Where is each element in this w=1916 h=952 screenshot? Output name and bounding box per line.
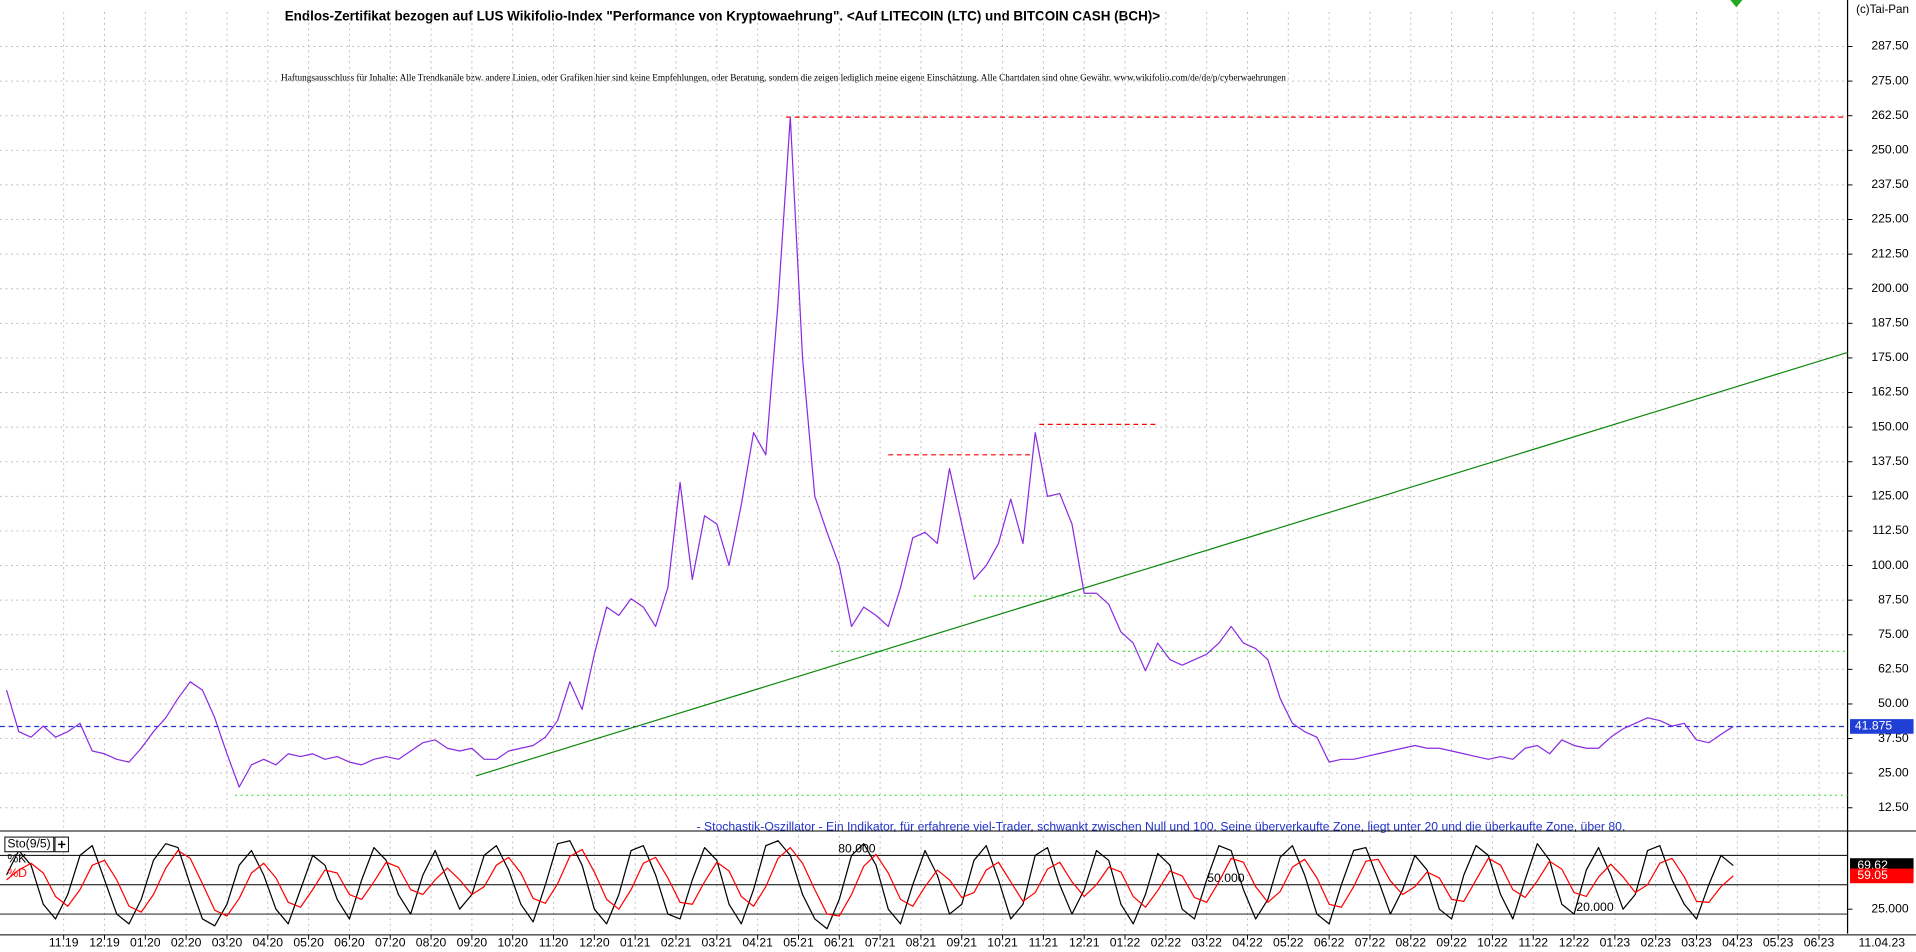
y-tick-label: 175.00 xyxy=(1871,350,1909,364)
last-value-box xyxy=(1850,719,1914,734)
x-tick-label: 09.21 xyxy=(946,936,977,950)
x-tick-label: 05.21 xyxy=(783,936,814,950)
y-tick-label: 162.50 xyxy=(1871,385,1909,399)
disclaimer: Haftungsausschluss für Inhalte: Alle Tre… xyxy=(281,73,1286,83)
x-tick-label: 12.22 xyxy=(1559,936,1590,950)
x-tick-label: 03.21 xyxy=(702,936,733,950)
x-tick-label: 10.20 xyxy=(497,936,528,950)
x-tick-label: 04.20 xyxy=(253,936,284,950)
x-tick-label: 07.20 xyxy=(375,936,406,950)
x-tick-label: 12.19 xyxy=(89,936,120,950)
copyright: (c)Tai-Pan xyxy=(1856,3,1909,16)
level-label: 20.000 xyxy=(1576,900,1614,914)
y-tick-label: 237.50 xyxy=(1871,177,1909,191)
x-tick-label: 01.21 xyxy=(620,936,651,950)
last-value-label: 59.05 xyxy=(1857,868,1888,882)
x-tick-label: 09.22 xyxy=(1436,936,1467,950)
y-tick-label: 150.00 xyxy=(1871,419,1909,433)
x-tick-label: 02.21 xyxy=(661,936,692,950)
x-tick-label: 10.22 xyxy=(1477,936,1508,950)
x-tick-label: 03.20 xyxy=(212,936,243,950)
x-tick-label: 11.20 xyxy=(539,936,569,950)
x-tick-label: 08.22 xyxy=(1396,936,1427,950)
y-tick-label: 50.00 xyxy=(1878,696,1909,710)
last-value-box xyxy=(1850,868,1914,884)
x-tick-label: 12.20 xyxy=(579,936,610,950)
last-value-label: 41.875 xyxy=(1855,719,1893,733)
y-tick-label: 62.50 xyxy=(1878,662,1909,676)
x-tick-label: 01.22 xyxy=(1110,936,1141,950)
date-label: 11.04.23 xyxy=(1858,936,1905,950)
x-tick-label: 08.20 xyxy=(416,936,447,950)
y-tick-label: 87.50 xyxy=(1878,592,1909,606)
x-tick-label: 08.21 xyxy=(906,936,937,950)
y-tick-label: 212.50 xyxy=(1871,246,1909,260)
x-tick-label: 02.20 xyxy=(171,936,202,950)
y-tick-label: 225.00 xyxy=(1871,212,1909,226)
indicator-box xyxy=(4,836,55,853)
indicator-plus xyxy=(58,840,66,849)
chart-title: Endlos-Zertifikat bezogen auf LUS Wikifo… xyxy=(285,9,1161,24)
x-tick-label: 02.23 xyxy=(1640,936,1671,950)
x-tick-label: 11.19 xyxy=(49,936,79,950)
y-tick-label: 37.50 xyxy=(1878,731,1909,745)
y-tick-label: 12.50 xyxy=(1878,800,1909,814)
y-tick-label: 187.50 xyxy=(1871,316,1909,330)
x-tick-label: 04.21 xyxy=(742,936,773,950)
x-tick-label: 05.23 xyxy=(1763,936,1794,950)
x-tick-label: 06.23 xyxy=(1804,936,1835,950)
series-line xyxy=(5,840,1734,930)
y-tick-label: 137.50 xyxy=(1871,454,1909,468)
y-tick-label: 25.00 xyxy=(1878,765,1909,779)
x-tick-label: 02.22 xyxy=(1151,936,1182,950)
indicator-label: Sto(9/5) xyxy=(7,837,50,851)
x-tick-label: 07.21 xyxy=(865,936,896,950)
y-tick-label: 100.00 xyxy=(1871,558,1909,572)
x-tick-label: 09.20 xyxy=(457,936,488,950)
x-tick-label: 06.20 xyxy=(334,936,365,950)
x-tick-label: 04.22 xyxy=(1232,936,1263,950)
y-tick-label: 125.00 xyxy=(1871,489,1909,503)
y-tick-label: 200.00 xyxy=(1871,281,1909,295)
y-tick-label: 250.00 xyxy=(1871,143,1909,157)
legend-label: %D xyxy=(7,866,27,880)
x-tick-label: 06.21 xyxy=(824,936,855,950)
legend-label: %K xyxy=(7,851,26,865)
marker-triangle xyxy=(1730,0,1743,8)
x-tick-label: 12.21 xyxy=(1069,936,1100,950)
x-tick-label: 01.20 xyxy=(130,936,161,950)
x-tick-label: 03.22 xyxy=(1191,936,1222,950)
x-tick-label: 05.20 xyxy=(293,936,324,950)
x-tick-label: 11.21 xyxy=(1029,936,1059,950)
level-label: 80.000 xyxy=(838,842,876,856)
y-tick-label: 275.00 xyxy=(1871,73,1909,87)
y-tick-label: 262.50 xyxy=(1871,108,1909,122)
y-tick-label: 75.00 xyxy=(1878,627,1909,641)
x-tick-label: 04.23 xyxy=(1722,936,1753,950)
y-tick-label: 112.50 xyxy=(1872,523,1909,537)
level-label: 50.000 xyxy=(1207,871,1245,885)
series-line xyxy=(5,116,1734,788)
y-tick-label: 25.000 xyxy=(1871,901,1909,915)
last-value-label: 69.62 xyxy=(1857,858,1888,872)
y-tick-label: 287.50 xyxy=(1871,39,1909,53)
x-tick-label: 01.23 xyxy=(1600,936,1631,950)
oscillator-note: - Stochastik-Oszillator - Ein Indikator,… xyxy=(697,820,1626,834)
x-tick-label: 05.22 xyxy=(1273,936,1304,950)
x-tick-label: 06.22 xyxy=(1314,936,1345,950)
x-tick-label: 07.22 xyxy=(1355,936,1386,950)
x-tick-label: 03.23 xyxy=(1681,936,1712,950)
x-tick-label: 10.21 xyxy=(987,936,1018,950)
x-tick-label: 11.22 xyxy=(1518,936,1548,950)
series-line xyxy=(6,846,1734,917)
annotation-line xyxy=(475,351,1848,777)
